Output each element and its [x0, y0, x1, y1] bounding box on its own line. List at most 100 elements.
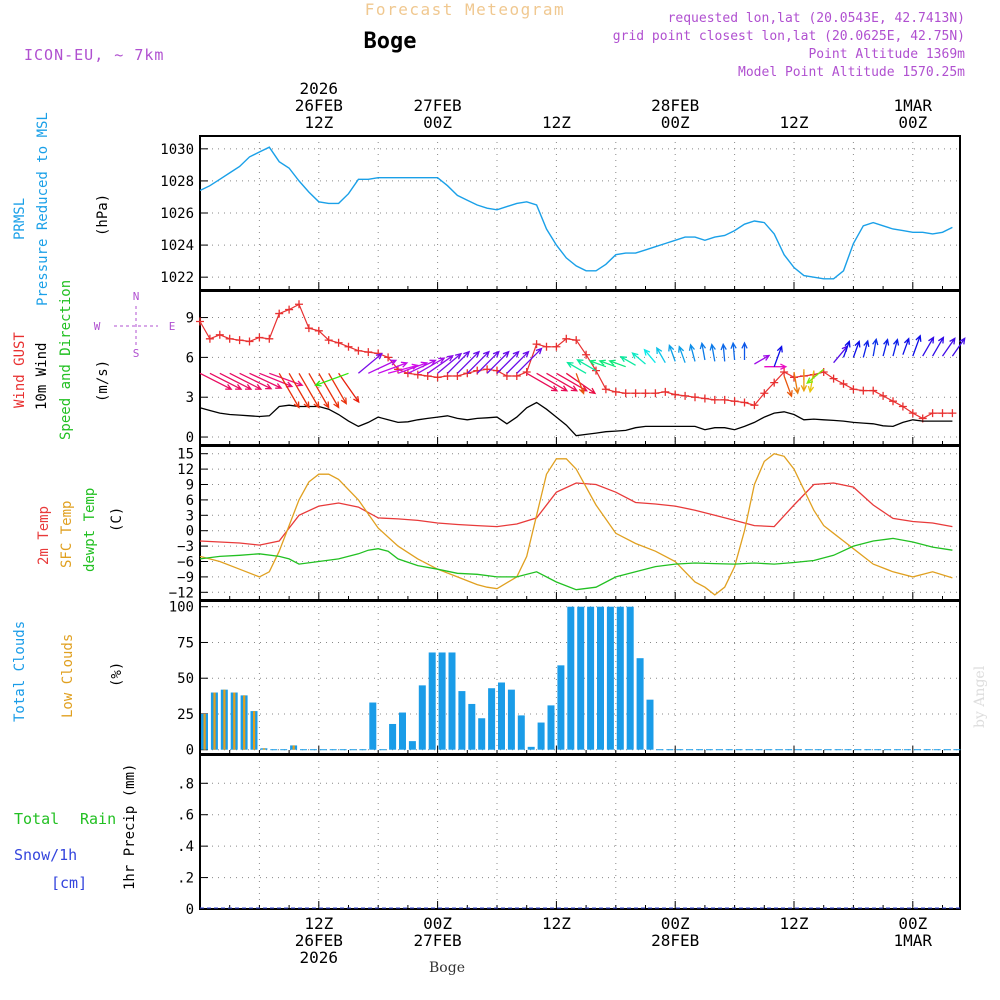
gust-marker: [235, 336, 244, 345]
total-cloud-bar: [438, 652, 446, 750]
y-tick-label: .6: [177, 808, 194, 824]
gust-marker: [225, 334, 234, 343]
gust-marker: [433, 373, 442, 382]
gust-marker: [691, 393, 699, 402]
wind-arrow: [576, 359, 597, 372]
cloud-unit-label: (%): [109, 662, 125, 687]
station-name: Boge: [364, 29, 417, 54]
wind-arrow: [308, 372, 330, 409]
wind-arrow: [688, 343, 696, 362]
wind-arrow: [407, 359, 437, 374]
total-cloud-bar: [369, 702, 377, 750]
total-clouds-label: Total Clouds: [12, 621, 28, 722]
gust-marker: [760, 389, 769, 398]
wind-arrow: [447, 350, 471, 374]
low-cloud-bar: [213, 692, 216, 750]
wind-arrow: [598, 359, 617, 368]
y-tick-label: 1024: [160, 238, 194, 254]
temp-sfc-line: [199, 452, 953, 596]
total-cloud-bar: [448, 652, 456, 750]
compass-n: N: [133, 290, 140, 303]
wind-unit-label: (m/s): [95, 360, 111, 402]
total-cloud-bar: [478, 718, 486, 750]
wind-arrow: [298, 372, 320, 409]
wind-arrow: [546, 372, 579, 392]
wind-arrow: [773, 345, 783, 367]
time-label-top: 12Z: [542, 113, 571, 132]
gust-marker: [829, 374, 838, 383]
time-label-bottom: 00Z: [423, 914, 452, 933]
temp-2m-line: [199, 482, 953, 546]
gust-marker: [631, 389, 640, 398]
y-tick-label: 1026: [160, 206, 194, 222]
gust-marker: [542, 342, 551, 351]
gust-marker: [354, 346, 363, 355]
gust-marker: [522, 367, 531, 376]
gust-marker: [869, 386, 878, 395]
low-cloud-bar: [292, 745, 295, 750]
wind-arrow: [730, 341, 737, 361]
gust-marker: [730, 397, 739, 406]
footer-station: Boge: [429, 960, 465, 976]
wind-arrow: [269, 372, 304, 387]
total-cloud-bar: [597, 606, 604, 750]
wind-arrow: [486, 350, 510, 374]
y-tick-label: −6: [177, 555, 194, 571]
y-tick-label: 9: [186, 311, 194, 327]
wind-arrow: [912, 334, 922, 357]
y-tick-label: −3: [177, 539, 194, 555]
wind-10m-line: [199, 401, 953, 437]
pressure-unit-label: (hPa): [95, 194, 111, 236]
gust-line: [199, 303, 953, 420]
gust-marker: [879, 391, 888, 400]
gust-marker: [908, 409, 917, 418]
time-label-bottom: 1MAR: [894, 931, 933, 950]
wind-arrow: [417, 357, 446, 374]
wind-arrow: [842, 339, 851, 358]
temp-dewpt-label: dewpt Temp: [82, 488, 98, 572]
wind-arrow: [951, 337, 966, 357]
wind-arrow: [872, 337, 879, 357]
total-cloud-bar: [408, 741, 416, 750]
y-tick-label: 0: [186, 743, 194, 759]
wind-arrow: [882, 338, 890, 357]
y-tick-label: 9: [186, 478, 194, 494]
wind-arrow: [338, 372, 360, 404]
wind-arrow: [932, 336, 945, 357]
y-tick-label: 75: [177, 635, 194, 651]
time-label-top: 00Z: [661, 113, 690, 132]
total-cloud-bar: [587, 606, 595, 750]
gust-marker: [483, 365, 492, 374]
wind-arrow: [643, 348, 656, 364]
figure-title: Forecast Meteogram: [365, 0, 565, 19]
gust-marker: [671, 390, 680, 399]
gust-marker: [562, 334, 571, 343]
low-cloud-bar: [262, 748, 266, 750]
pressure-line: [199, 146, 953, 280]
total-cloud-bar: [636, 658, 644, 750]
time-label-bottom: 12Z: [304, 914, 333, 933]
total-cloud-bar: [488, 688, 496, 750]
gust-marker: [205, 334, 214, 343]
compass-w: W: [94, 320, 101, 333]
time-label-bottom: 28FEB: [651, 931, 699, 950]
wind-arrow: [259, 372, 294, 388]
gust-marker: [245, 337, 254, 346]
total-cloud-bar: [527, 746, 535, 750]
gust-marker: [770, 378, 779, 387]
wind-arrow: [783, 375, 793, 398]
point-altitude: Point Altitude 1369m: [808, 47, 965, 62]
model-label: ICON-EU, ~ 7km: [24, 46, 164, 64]
gust-marker: [661, 387, 670, 396]
prmsl-label: PRMSL: [12, 198, 28, 240]
gust-marker: [681, 391, 690, 400]
y-tick-label: .4: [177, 839, 194, 855]
wind-arrow: [516, 347, 543, 374]
time-label-bottom: 27FEB: [414, 931, 462, 950]
gust-marker: [255, 333, 264, 342]
wind-arrow: [427, 354, 454, 374]
total-cloud-bar: [606, 606, 614, 750]
wind-arrow: [619, 356, 636, 366]
total-cloud-bar: [507, 689, 515, 750]
wind-arrow: [249, 372, 283, 389]
